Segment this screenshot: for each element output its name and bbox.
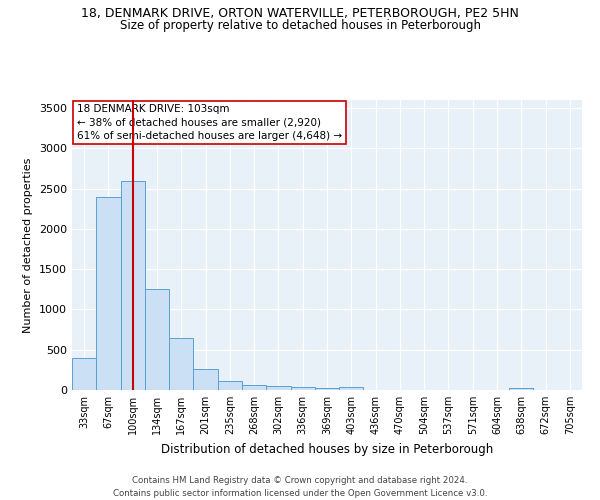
Bar — [509, 388, 533, 390]
Bar — [169, 338, 193, 390]
Bar — [193, 369, 218, 390]
Bar — [315, 388, 339, 390]
Bar — [72, 358, 96, 390]
Bar — [290, 387, 315, 390]
Bar — [339, 387, 364, 390]
X-axis label: Distribution of detached houses by size in Peterborough: Distribution of detached houses by size … — [161, 442, 493, 456]
Bar — [218, 381, 242, 390]
Text: Contains HM Land Registry data © Crown copyright and database right 2024.
Contai: Contains HM Land Registry data © Crown c… — [113, 476, 487, 498]
Bar — [96, 198, 121, 390]
Y-axis label: Number of detached properties: Number of detached properties — [23, 158, 34, 332]
Text: 18, DENMARK DRIVE, ORTON WATERVILLE, PETERBOROUGH, PE2 5HN: 18, DENMARK DRIVE, ORTON WATERVILLE, PET… — [81, 8, 519, 20]
Bar — [145, 290, 169, 390]
Text: Size of property relative to detached houses in Peterborough: Size of property relative to detached ho… — [119, 18, 481, 32]
Bar — [121, 180, 145, 390]
Bar — [242, 385, 266, 390]
Bar — [266, 386, 290, 390]
Text: 18 DENMARK DRIVE: 103sqm
← 38% of detached houses are smaller (2,920)
61% of sem: 18 DENMARK DRIVE: 103sqm ← 38% of detach… — [77, 104, 342, 141]
